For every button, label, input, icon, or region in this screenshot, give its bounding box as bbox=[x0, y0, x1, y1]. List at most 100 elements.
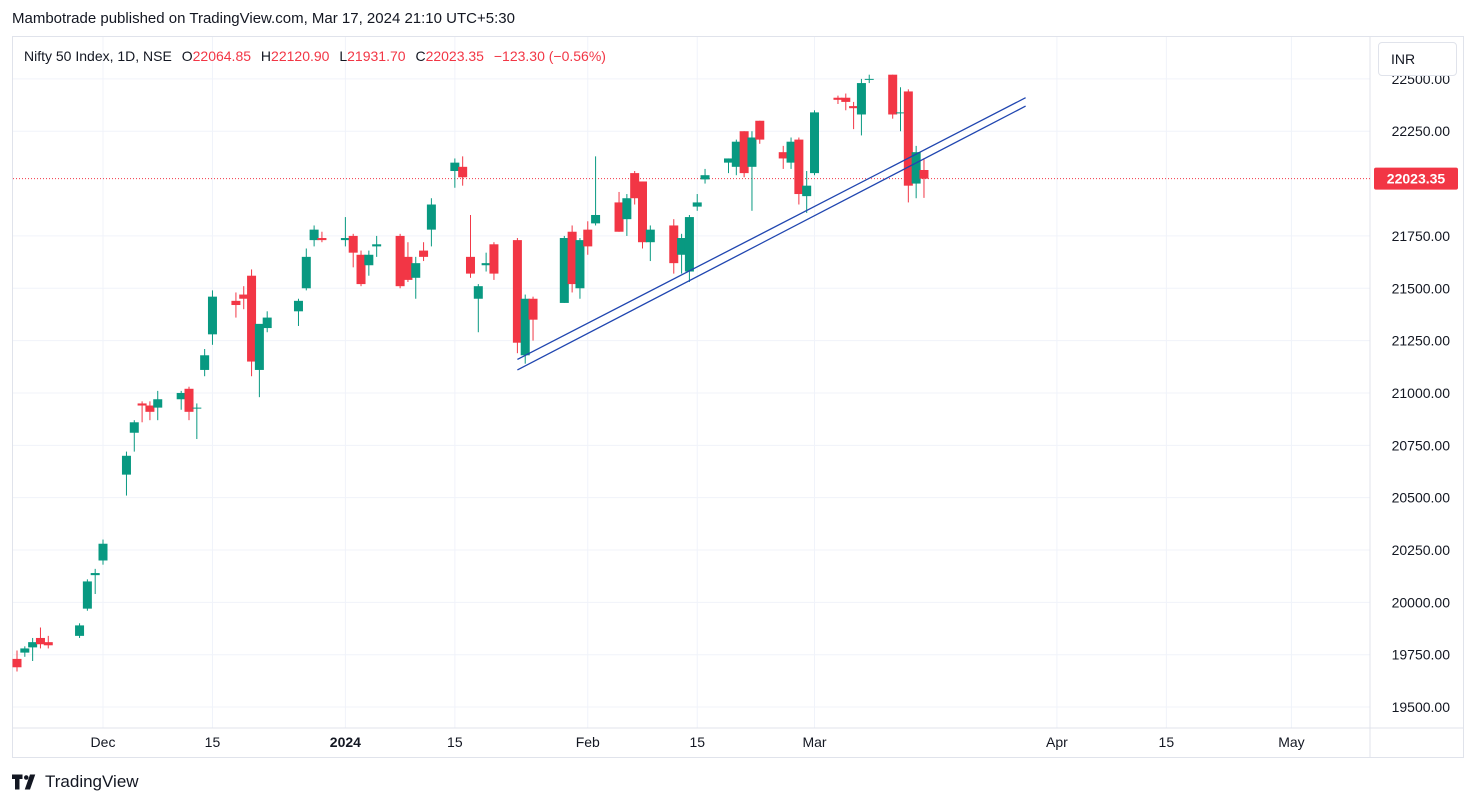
candle-up bbox=[575, 240, 585, 289]
candle-up bbox=[309, 229, 319, 241]
candle-up bbox=[340, 238, 350, 241]
candle-down bbox=[137, 403, 147, 406]
candle-down bbox=[567, 231, 577, 285]
x-tick-label: Mar bbox=[802, 734, 826, 750]
candle-up bbox=[364, 254, 374, 266]
candle-up bbox=[28, 642, 38, 648]
candle-down bbox=[403, 256, 413, 280]
y-tick-label: 21250.00 bbox=[1392, 333, 1451, 349]
low-value: 21931.70 bbox=[347, 48, 406, 64]
candle-down bbox=[184, 388, 194, 412]
candle-down bbox=[247, 275, 257, 362]
trendline bbox=[517, 105, 1026, 371]
candle-up bbox=[293, 300, 303, 312]
x-tick-label: 2024 bbox=[330, 734, 361, 750]
y-tick-label: 19500.00 bbox=[1392, 699, 1451, 715]
candle-down bbox=[317, 238, 327, 241]
candle-up bbox=[90, 573, 100, 576]
x-tick-label: Apr bbox=[1046, 734, 1068, 750]
candle-up bbox=[372, 244, 382, 247]
candle-up bbox=[98, 543, 108, 561]
tradingview-logo[interactable]: TradingView bbox=[12, 772, 139, 792]
symbol-label[interactable]: Nifty 50 Index, 1D, NSE bbox=[24, 48, 172, 64]
candle-up bbox=[200, 355, 210, 370]
candle-up bbox=[864, 78, 874, 80]
candle-up bbox=[677, 238, 687, 255]
candle-up bbox=[129, 422, 139, 433]
candle-up bbox=[121, 455, 131, 475]
candle-up bbox=[622, 198, 632, 220]
candle-down bbox=[630, 173, 640, 199]
candle-down bbox=[465, 256, 475, 274]
candle-up bbox=[856, 83, 866, 115]
candle-down bbox=[669, 225, 679, 264]
candle-up bbox=[153, 399, 163, 408]
candle-down bbox=[419, 250, 429, 257]
candle-up bbox=[20, 648, 30, 653]
last-price-badge bbox=[1374, 167, 1458, 190]
candle-down bbox=[458, 166, 468, 178]
y-tick-label: 20000.00 bbox=[1392, 594, 1451, 610]
candle-down bbox=[145, 405, 155, 412]
candle-up bbox=[700, 175, 710, 180]
y-tick-label: 21000.00 bbox=[1392, 385, 1451, 401]
candle-up bbox=[192, 407, 202, 409]
tradingview-brand-text: TradingView bbox=[45, 772, 139, 791]
candle-down bbox=[919, 169, 929, 179]
candle-up bbox=[810, 112, 820, 174]
low-label: L bbox=[339, 48, 348, 64]
candle-down bbox=[12, 658, 22, 668]
candle-down bbox=[755, 120, 765, 140]
candle-up bbox=[82, 581, 92, 609]
high-label: H bbox=[260, 48, 272, 64]
candle-down bbox=[43, 642, 53, 646]
candle-down bbox=[849, 106, 859, 109]
open-label: O bbox=[181, 48, 193, 64]
x-tick-label: Feb bbox=[576, 734, 600, 750]
y-tick-label: 20750.00 bbox=[1392, 437, 1451, 453]
candle-up bbox=[473, 286, 483, 299]
x-tick-label: 15 bbox=[205, 734, 221, 750]
candle-down bbox=[356, 254, 366, 285]
x-tick-label: 15 bbox=[447, 734, 463, 750]
y-tick-label: 19750.00 bbox=[1392, 647, 1451, 663]
ohlc-legend: Nifty 50 Index, 1D, NSE O22064.85 H22120… bbox=[24, 48, 606, 64]
candle-down bbox=[348, 235, 358, 253]
y-tick-label: 21500.00 bbox=[1392, 280, 1451, 296]
y-tick-label: 22250.00 bbox=[1392, 123, 1451, 139]
candle-up bbox=[411, 263, 421, 278]
candle-down bbox=[614, 202, 624, 232]
candle-up bbox=[254, 323, 264, 370]
candle-down bbox=[239, 294, 249, 299]
high-value: 22120.90 bbox=[271, 48, 330, 64]
x-tick-label: May bbox=[1278, 734, 1304, 750]
candle-up bbox=[896, 112, 906, 114]
candle-down bbox=[888, 74, 898, 115]
candle-down bbox=[794, 139, 804, 195]
candle-up bbox=[520, 298, 530, 356]
candle-up bbox=[301, 256, 311, 289]
candle-down bbox=[739, 131, 749, 174]
candle-down bbox=[528, 298, 538, 320]
currency-button[interactable]: INR bbox=[1378, 42, 1457, 76]
y-tick-label: 20250.00 bbox=[1392, 542, 1451, 558]
candle-up bbox=[645, 229, 655, 243]
candle-up bbox=[559, 238, 569, 303]
candle-up bbox=[802, 185, 812, 197]
change-value: −123.30 (−0.56%) bbox=[493, 48, 606, 64]
candle-up bbox=[262, 317, 272, 329]
close-label: C bbox=[415, 48, 426, 64]
candle-up bbox=[450, 162, 460, 172]
trendline bbox=[517, 97, 1026, 361]
candle-down bbox=[637, 181, 647, 243]
candle-down bbox=[841, 97, 851, 102]
x-tick-label: 15 bbox=[1159, 734, 1175, 750]
close-value: 22023.35 bbox=[425, 48, 484, 64]
candle-up bbox=[786, 141, 796, 163]
last-price-label: 22023.35 bbox=[1387, 171, 1446, 187]
candle-down bbox=[833, 97, 843, 100]
candle-down bbox=[35, 637, 45, 645]
open-value: 22064.85 bbox=[192, 48, 252, 64]
x-tick-label: 15 bbox=[689, 734, 705, 750]
